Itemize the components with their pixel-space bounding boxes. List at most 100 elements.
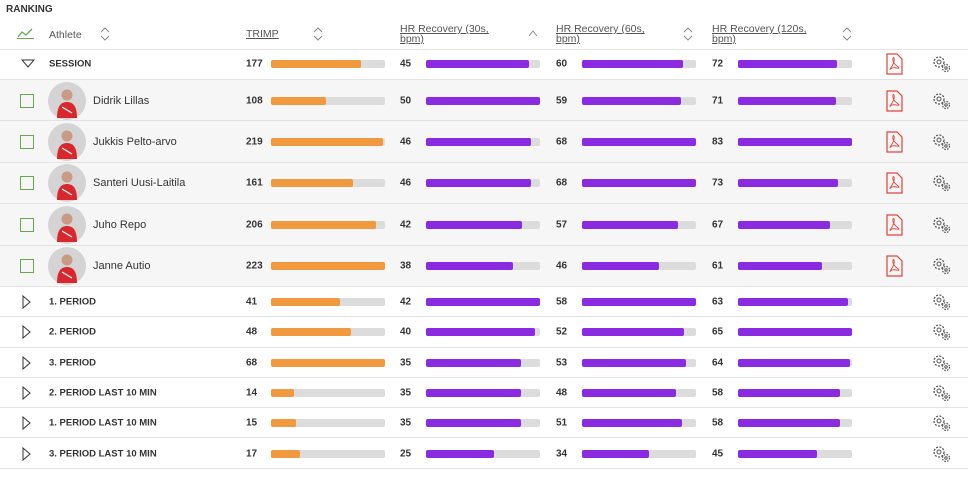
row-label: 3. PERIOD [49,357,96,369]
settings-icon[interactable] [932,293,952,311]
checkbox[interactable] [20,93,34,108]
bar-track [271,328,385,337]
checkbox[interactable] [20,134,34,149]
expand-icon[interactable] [22,385,31,400]
settings-icon[interactable] [932,55,952,73]
cell-value: 57 [556,219,568,231]
checkbox[interactable] [20,176,34,191]
pdf-icon[interactable] [886,131,903,153]
bar-track [582,60,696,68]
bar [426,179,531,188]
settings-icon[interactable] [932,174,952,192]
settings-icon[interactable] [932,257,952,275]
bar-track [738,358,852,367]
bar-track [738,262,852,271]
sort-icon[interactable] [842,27,852,41]
bar [738,388,840,397]
column-header[interactable]: HR Recovery (120s, bpm) [712,23,807,45]
cell-value: 51 [556,417,568,429]
row-label: 1. PERIOD LAST 10 MIN [49,417,157,429]
bar-track [582,179,696,188]
bar [271,60,362,68]
bar [271,358,385,367]
cell-value: 46 [400,136,412,148]
sort-icon[interactable] [683,27,693,41]
cell-value: 68 [556,177,568,189]
settings-icon[interactable] [932,354,952,372]
cell-value: 58 [712,417,724,429]
bar [582,358,687,367]
row-label: 1. PERIOD [49,296,96,308]
bar [426,262,513,271]
column-header[interactable]: Athlete [49,29,82,41]
bar [271,388,295,397]
pdf-icon[interactable] [886,172,903,194]
expand-icon[interactable] [22,446,31,461]
bar-track [271,220,385,229]
settings-icon[interactable] [932,445,952,463]
cell-value: 53 [556,357,568,369]
bar-track [582,220,696,229]
period-row [0,378,968,409]
bar [271,179,354,188]
bar [738,96,836,105]
sort-icon[interactable] [100,27,110,41]
bar-track [426,449,540,458]
bar [738,358,851,367]
bar [582,388,677,397]
bar [582,179,696,188]
column-header[interactable]: HR Recovery (30s, bpm) [400,23,489,45]
cell-value: 67 [712,219,724,231]
settings-icon[interactable] [932,216,952,234]
cell-value: 61 [712,260,724,272]
bar-track [271,388,385,397]
cell-value: 58 [712,387,724,399]
expand-icon[interactable] [22,325,31,340]
sort-icon[interactable] [528,30,538,38]
column-header[interactable]: HR Recovery (60s, bpm) [556,23,645,45]
settings-icon[interactable] [932,133,952,151]
bar [426,60,529,68]
pdf-icon[interactable] [886,89,903,112]
athlete-name: Santeri Uusi-Laitila [93,177,186,190]
sort-icon[interactable] [313,27,323,41]
checkbox[interactable] [20,259,34,274]
athlete-name: Juho Repo [93,218,147,231]
cell-value: 15 [246,417,258,429]
cell-value: 40 [400,326,412,338]
athlete-name: Jukkis Pelto-arvo [93,135,177,148]
bar-track [582,298,696,306]
avatar [48,205,86,244]
checkbox[interactable] [20,217,34,232]
settings-icon[interactable] [932,92,952,110]
settings-icon[interactable] [932,323,952,341]
bar-track [426,96,540,105]
cell-value: 38 [400,260,412,272]
cell-value: 14 [246,387,258,399]
cell-value: 25 [400,448,412,459]
collapse-icon[interactable] [20,59,36,68]
expand-icon[interactable] [22,416,31,431]
bar [738,179,839,188]
expand-icon[interactable] [22,294,31,310]
column-header[interactable]: TRIMP [246,28,279,40]
cell-value: 48 [556,387,568,399]
cell-value: 83 [712,136,724,148]
cell-value: 65 [712,326,724,338]
pdf-icon[interactable] [886,255,903,277]
bar-track [426,137,540,146]
settings-icon[interactable] [932,384,952,402]
pdf-icon[interactable] [886,53,903,75]
settings-icon[interactable] [932,414,952,432]
chart-icon[interactable] [17,27,35,39]
bar-track [582,449,696,458]
bar [271,262,385,271]
pdf-icon[interactable] [886,214,903,236]
bar-track [582,388,696,397]
bar-track [738,179,852,188]
row-label: 2. PERIOD [49,326,96,338]
bar-track [271,358,385,367]
bar-track [271,449,385,458]
expand-icon[interactable] [22,355,31,370]
bar-track [738,328,852,337]
